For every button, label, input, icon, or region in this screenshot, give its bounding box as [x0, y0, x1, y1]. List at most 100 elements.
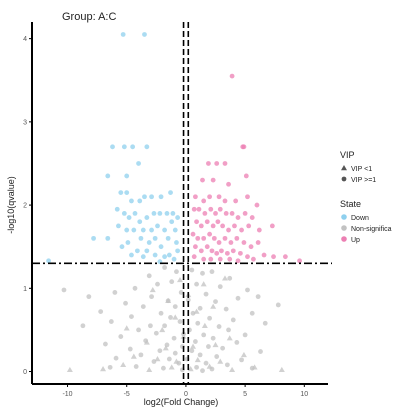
- point-non-significant-circle-43: [162, 323, 168, 329]
- point-non-significant-triangle-6: [206, 363, 213, 369]
- point-up-circle-26: [235, 215, 241, 220]
- point-non-significant-circle-11: [132, 285, 138, 291]
- point-non-significant-triangle-30: [149, 286, 156, 293]
- point-up-circle-34: [220, 223, 226, 229]
- point-up-circle-6: [200, 177, 205, 183]
- y-axis-label: -log10(qvalue): [6, 176, 16, 234]
- point-non-significant-triangle-7: [229, 366, 236, 373]
- legend-key-0-1: [341, 176, 347, 182]
- point-down-circle-50: [175, 248, 181, 254]
- point-non-significant-circle-49: [153, 330, 159, 336]
- point-up-circle-59: [224, 250, 230, 256]
- point-down-circle-1: [142, 32, 147, 37]
- point-down-circle-41: [146, 240, 152, 245]
- point-non-significant-circle-53: [118, 334, 124, 339]
- point-non-significant-triangle-23: [201, 322, 208, 328]
- point-non-significant-triangle-0: [66, 366, 73, 373]
- plot-area: -10 -5 0 5 10 0 1 2 3 4: [23, 22, 332, 398]
- point-non-significant-triangle-12: [194, 356, 201, 363]
- point-down-circle-54: [162, 254, 168, 260]
- point-up-circle-17: [254, 202, 260, 208]
- point-up-circle-73: [297, 258, 302, 264]
- point-up-circle-60: [230, 248, 236, 254]
- point-non-significant-circle-12: [245, 287, 250, 293]
- point-up-circle-20: [202, 211, 208, 216]
- point-non-significant-circle-55: [210, 335, 216, 341]
- point-non-significant-circle-57: [192, 339, 198, 344]
- point-down-circle-34: [162, 227, 168, 233]
- point-non-significant-circle-81: [194, 364, 199, 370]
- point-down-circle-27: [175, 215, 181, 220]
- point-non-significant-circle-26: [140, 304, 146, 310]
- legend-label-0-1: VIP >=1: [351, 177, 376, 184]
- point-non-significant-circle-14: [178, 290, 184, 295]
- point-up-circle-71: [271, 254, 276, 260]
- point-non-significant-circle-1: [174, 269, 179, 275]
- point-down-circle-5: [144, 144, 150, 150]
- point-non-significant-circle-86: [107, 364, 113, 370]
- point-non-significant-triangle-19: [143, 339, 150, 345]
- point-up-circle-2: [241, 144, 247, 150]
- point-up-circle-35: [226, 227, 231, 233]
- point-down-circle-43: [165, 235, 171, 241]
- point-non-significant-circle-25: [275, 302, 281, 308]
- legend-label-1-1: Non-significa: [351, 226, 392, 233]
- legend-label-1-0: Down: [351, 215, 369, 222]
- point-down-circle-47: [144, 248, 150, 254]
- point-down-circle-36: [172, 227, 178, 233]
- point-up-circle-54: [198, 248, 204, 254]
- point-down-circle-8: [136, 161, 141, 166]
- point-up-circle-32: [210, 223, 216, 229]
- point-non-significant-circle-66: [189, 348, 195, 354]
- point-up-circle-70: [251, 256, 256, 262]
- point-up-circle-40: [269, 223, 275, 229]
- point-down-circle-2: [110, 144, 115, 150]
- point-up-circle-33: [215, 219, 221, 225]
- point-non-significant-circle-69: [197, 352, 203, 358]
- point-down-circle-35: [169, 219, 175, 225]
- y-tick-label-3: 3: [23, 119, 27, 126]
- point-down-circle-32: [149, 227, 154, 233]
- point-non-significant-circle-17: [61, 287, 67, 293]
- point-up-circle-67: [217, 256, 223, 262]
- point-down-circle-49: [166, 252, 172, 258]
- point-down-circle-15: [158, 194, 164, 200]
- point-down-circle-10: [124, 190, 130, 195]
- point-non-significant-triangle-8: [251, 364, 258, 370]
- point-up-circle-47: [222, 235, 228, 241]
- point-up-circle-61: [237, 250, 243, 256]
- point-non-significant-circle-38: [108, 319, 114, 324]
- legend: VIP VIP <1 VIP >=1 State Down Non-significa Up: [340, 150, 392, 244]
- point-non-significant-circle-41: [262, 320, 268, 326]
- point-down-circle-39: [125, 240, 131, 245]
- point-down-circle-9: [118, 190, 124, 195]
- legend-key-1-1: [341, 225, 347, 231]
- point-non-significant-circle-42: [148, 323, 153, 329]
- point-up-circle-22: [213, 211, 218, 216]
- point-up-circle-48: [228, 240, 234, 245]
- point-non-significant-circle-20: [235, 295, 241, 301]
- point-up-circle-28: [249, 215, 255, 220]
- point-up-circle-21: [208, 206, 214, 212]
- point-non-significant-circle-19: [149, 294, 154, 300]
- point-non-significant-triangle-2: [120, 361, 127, 368]
- point-non-significant-circle-77: [203, 360, 209, 366]
- x-tick-label-0: 0: [184, 391, 188, 398]
- point-down-circle-45: [119, 244, 125, 250]
- point-down-circle-44: [174, 240, 179, 245]
- point-down-circle-51: [129, 252, 134, 258]
- point-non-significant-triangle-1: [100, 366, 107, 372]
- point-up-circle-30: [198, 223, 204, 229]
- point-up-circle-31: [204, 219, 210, 225]
- point-up-circle-29: [194, 219, 199, 225]
- point-down-circle-30: [131, 227, 137, 233]
- point-up-circle-52: [255, 240, 261, 245]
- legend-label-0-0: VIP <1: [351, 166, 372, 173]
- point-up-circle-65: [201, 256, 207, 262]
- point-up-circle-49: [234, 235, 240, 241]
- point-up-circle-37: [239, 227, 244, 233]
- threshold-lines: [32, 22, 332, 384]
- point-up-circle-19: [196, 206, 202, 212]
- y-tick-label-0: 0: [23, 369, 27, 376]
